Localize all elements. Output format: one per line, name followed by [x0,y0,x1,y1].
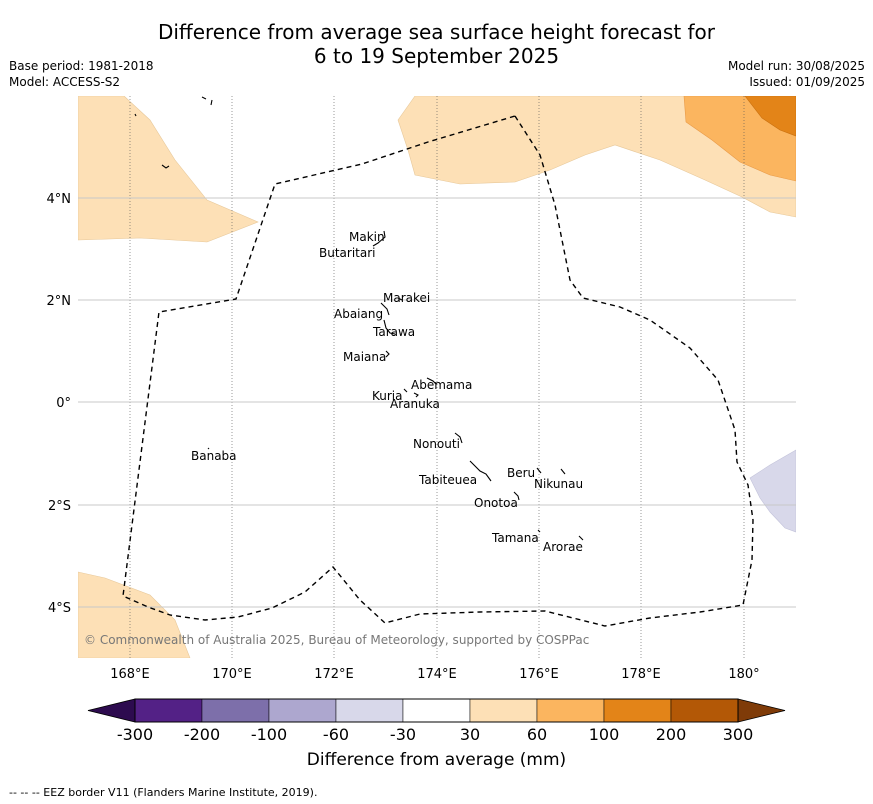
y-tick-2s: 2°S [48,499,71,514]
island-nauru-north [134,113,137,117]
model-name: Model: ACCESS-S2 [9,75,121,89]
x-tick-178e: 178°E [621,667,661,682]
place-label-nonouti: Nonouti [413,437,460,451]
model-run: Model run: 30/08/2025 [727,59,865,73]
place-labels: Makin Butaritari Marakei Abaiang Tarawa … [191,230,583,554]
colorbar-bin-2 [201,698,270,723]
map-title: Difference from average sea surface heig… [0,20,873,68]
y-tick-4s: 4°S [48,601,71,616]
place-label-banaba: Banaba [191,449,237,463]
colorbar [87,698,786,723]
island-onotoa [513,491,520,501]
colorbar-bin-4 [335,698,404,723]
place-label-tarawa: Tarawa [372,325,415,339]
colorbar-extend-low [87,698,136,723]
meta-left: Base period: 1981-2018 Model: ACCESS-S2 [9,58,154,90]
colorbar-label: Difference from average (mm) [306,750,567,770]
x-tick-174e: 174°E [417,667,457,682]
colorbar-tick-3: -100 [251,725,287,744]
colorbar-tick-9: 200 [656,725,687,744]
place-label-aranuka: Aranuka [390,397,440,411]
map-panel: Makin Butaritari Marakei Abaiang Tarawa … [78,96,796,658]
anomaly-100-200-northeast [744,96,796,137]
colorbar-extend-high [737,698,786,723]
eez-border [122,115,754,627]
title-line-2: 6 to 19 September 2025 [313,44,560,68]
island-nikunau [560,468,566,475]
eez-footnote: -- -- -- EEZ border V11 (Flanders Marine… [9,786,318,799]
colorbar-ticks: -300 -200 -100 -60 -30 30 60 100 200 300 [117,725,753,744]
y-tick-4n: 4°N [47,192,72,207]
x-tick-172e: 172°E [314,667,354,682]
place-label-butaritari: Butaritari [319,246,376,260]
y-tick-2n: 2°N [47,294,72,309]
place-label-nikunau: Nikunau [534,477,583,491]
island-marshall-edge [201,96,213,106]
colorbar-bin-9 [670,698,739,723]
island-arorae [578,535,584,541]
colorbar-tick-5: -30 [390,725,416,744]
parallels [78,197,796,608]
colorbar-tick-10: 300 [723,725,754,744]
island-tamana [537,529,541,533]
meta-right: Model run: 30/08/2025 Issued: 01/09/2025 [728,58,865,90]
gridlines [129,96,745,658]
place-label-onotoa: Onotoa [474,496,518,510]
island-marakei [397,297,403,301]
place-label-abemama: Abemama [411,378,472,392]
island-nonouti [454,432,463,444]
island-abemama [426,377,437,385]
colorbar-bin-6 [469,698,538,723]
colorbar-bin-8 [603,698,672,723]
x-axis-labels: 168°E 170°E 172°E 174°E 176°E 178°E 180° [110,667,759,682]
x-tick-176e: 176°E [519,667,559,682]
place-label-abaiang: Abaiang [334,307,383,321]
y-tick-0: 0° [56,396,71,411]
island-banaba [207,447,210,450]
place-label-tamana: Tamana [491,531,539,545]
x-tick-168e: 168°E [110,667,150,682]
island-hook [161,164,170,169]
colorbar-bin-1 [134,698,203,723]
island-kuria [403,388,408,393]
colorbar-bin-5 [402,698,471,723]
place-label-kuria: Kuria [372,389,403,403]
colorbar-tick-1: -300 [117,725,153,744]
anomaly-30-60-southwest [78,571,191,658]
x-tick-180: 180° [728,667,759,682]
anomaly-30-60-northwest [78,96,259,243]
place-label-beru: Beru [507,466,535,480]
copyright-notice: © Commonwealth of Australia 2025, Bureau… [84,633,589,647]
place-label-makin: Makin [349,230,385,244]
island-tabiteuea [469,460,492,482]
colorbar-bin-7 [536,698,605,723]
colorbar-tick-4: -60 [323,725,349,744]
colorbar-tick-8: 100 [589,725,620,744]
place-label-marakei: Marakei [383,291,430,305]
base-period: Base period: 1981-2018 [9,59,154,73]
y-axis-labels: 4°N 2°N 0° 2°S 4°S [47,192,72,616]
colorbar-outline [134,698,739,723]
place-label-tabiteuea: Tabiteuea [418,473,477,487]
colorbar-tick-2: -200 [184,725,220,744]
island-makin [372,230,386,247]
title-line-1: Difference from average sea surface heig… [157,20,716,44]
island-beru [536,467,542,474]
islands [134,96,584,541]
colorbar-bin-3 [268,698,337,723]
place-label-maiana: Maiana [343,350,386,364]
island-maiana [385,350,390,358]
island-aranuka [413,392,419,398]
place-label-arorae: Arorae [543,540,583,554]
x-tick-170e: 170°E [212,667,252,682]
colorbar-tick-7: 60 [527,725,547,744]
island-tarawa [383,319,396,335]
island-abaiang [380,302,390,316]
issued-date: Issued: 01/09/2025 [749,75,865,89]
colorbar-tick-6: 30 [460,725,480,744]
